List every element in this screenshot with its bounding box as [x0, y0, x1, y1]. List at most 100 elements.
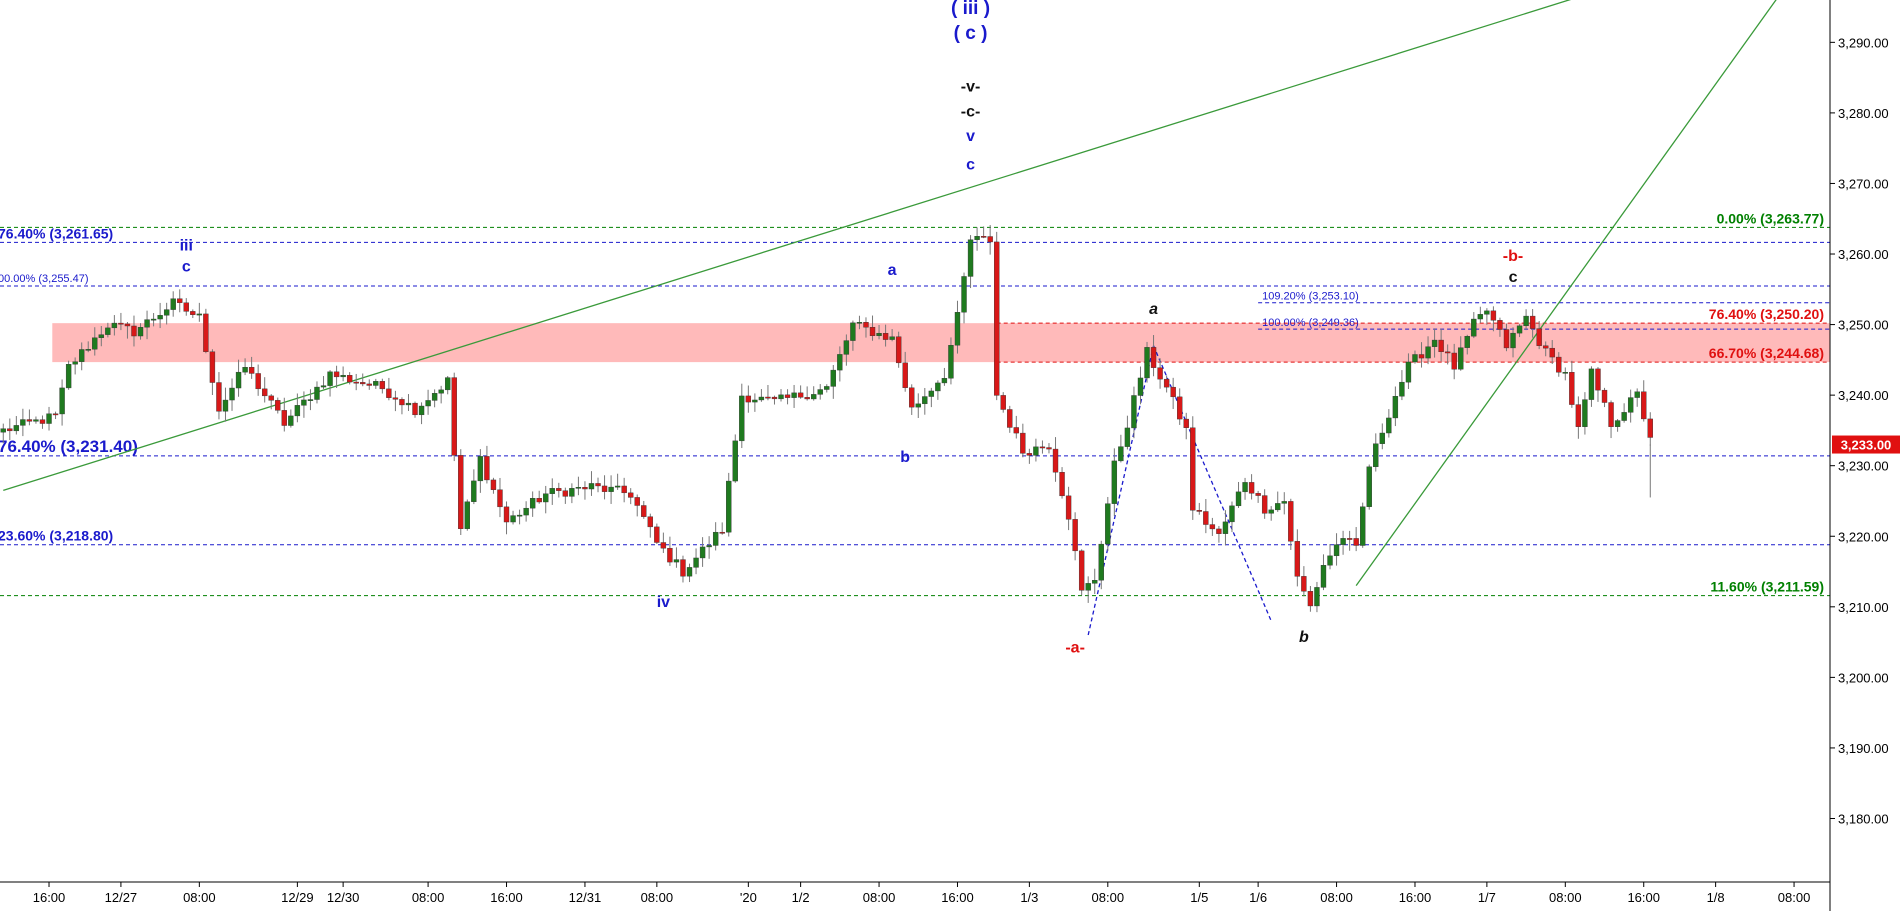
- candle-body: [137, 327, 144, 337]
- candle-body: [719, 531, 725, 534]
- candle-body: [1386, 417, 1392, 434]
- candle-body: [1477, 314, 1484, 320]
- candle-body: [20, 419, 26, 426]
- candle-body: [131, 325, 137, 337]
- candle-body: [438, 389, 444, 394]
- candle-body: [1301, 576, 1307, 592]
- candle-body: [229, 387, 235, 401]
- x-tick-label: 08:00: [1320, 890, 1353, 905]
- candle-body: [543, 493, 549, 503]
- trend-line: [1355, 0, 1777, 587]
- candle-body: [333, 371, 340, 378]
- candle-body: [268, 395, 274, 401]
- candle-body: [693, 557, 699, 568]
- candle-body: [288, 415, 294, 426]
- last-price-badge: [1832, 435, 1900, 454]
- candle-body: [1183, 418, 1189, 428]
- x-tick-label: 1/6: [1249, 890, 1267, 905]
- candle-body: [739, 395, 745, 442]
- candle-body: [510, 515, 516, 523]
- x-tick-label: 12/29: [281, 890, 314, 905]
- x-tick-label: 08:00: [412, 890, 445, 905]
- candle-body: [628, 492, 634, 498]
- candle-body: [301, 399, 307, 406]
- candle-body: [46, 413, 52, 424]
- candle-body: [1627, 397, 1634, 413]
- candle-body: [1216, 528, 1222, 534]
- resistance-zone-layer: [52, 323, 1830, 363]
- candle-body: [1373, 443, 1379, 468]
- candle-body: [902, 362, 908, 388]
- x-tick-label: 1/8: [1707, 890, 1725, 905]
- wave-label: c: [1509, 269, 1518, 286]
- candle-body: [1497, 320, 1503, 330]
- candle-body: [536, 498, 542, 503]
- candle-body: [242, 367, 248, 373]
- candle-body: [1536, 328, 1542, 346]
- candle-body: [1464, 336, 1470, 348]
- candle-body: [503, 506, 510, 523]
- candle-body: [1052, 448, 1059, 473]
- candle-body: [366, 383, 372, 386]
- candle-body: [497, 489, 503, 508]
- wave-label: -b-: [1503, 248, 1523, 265]
- fib-level-label: 23.60% (3,218.80): [0, 528, 113, 544]
- candle-body: [1582, 399, 1588, 427]
- y-tick-label: 3,240.00: [1838, 388, 1889, 403]
- candle-body: [33, 419, 39, 422]
- candle-body: [98, 334, 104, 338]
- candle-body: [458, 455, 464, 529]
- x-tick-label: 08:00: [863, 890, 896, 905]
- candle-body: [1144, 347, 1150, 379]
- wave-label: v: [966, 128, 975, 145]
- candle-body: [451, 377, 457, 456]
- candle-body: [490, 479, 497, 490]
- candle-body: [882, 332, 889, 340]
- candle-body: [712, 531, 719, 546]
- candle-body: [994, 241, 1000, 396]
- candle-body: [386, 388, 392, 398]
- candle-body: [216, 382, 222, 412]
- candle-body: [569, 488, 575, 497]
- candle-body: [65, 364, 72, 389]
- candle-body: [307, 399, 314, 401]
- x-tick-label: 16:00: [1399, 890, 1432, 905]
- candle-body: [190, 311, 196, 315]
- candle-body: [647, 516, 653, 528]
- candle-body: [967, 239, 974, 277]
- x-tick-label: 08:00: [1092, 890, 1125, 905]
- candle-body: [699, 546, 706, 559]
- candle-body: [667, 547, 673, 563]
- x-tick-label: 16:00: [490, 890, 523, 905]
- candle-body: [177, 298, 183, 303]
- candle-body: [1190, 427, 1196, 511]
- fib-level-label: 76.40% (3,231.40): [0, 437, 138, 456]
- candle-body: [1543, 345, 1549, 349]
- x-tick-label: 12/30: [327, 890, 360, 905]
- candle-body: [660, 542, 667, 549]
- candle-body: [1588, 368, 1595, 400]
- fib-level-label: 109.20% (3,253.10): [1262, 291, 1359, 303]
- candle-body: [275, 400, 281, 411]
- candle-body: [1039, 446, 1046, 449]
- candle-body: [686, 567, 693, 577]
- candle-body: [1137, 377, 1144, 396]
- candle-body: [1046, 447, 1052, 450]
- candle-body: [79, 349, 85, 362]
- candle-body: [1523, 315, 1529, 327]
- candle-body: [575, 486, 582, 489]
- wave-label: ( iii ): [951, 0, 990, 19]
- x-tick-label: 08:00: [1549, 890, 1582, 905]
- candle-body: [13, 425, 20, 432]
- candle-body: [797, 392, 804, 398]
- candle-body: [1111, 460, 1118, 504]
- trend-lines-layer: [3, 0, 1777, 636]
- candle-body: [791, 392, 797, 398]
- candle-body: [1353, 538, 1359, 546]
- candle-body: [1131, 395, 1137, 429]
- candle-body: [294, 405, 301, 417]
- candle-body: [209, 351, 216, 383]
- x-tick-label: '20: [740, 890, 757, 905]
- candle-body: [1196, 510, 1202, 512]
